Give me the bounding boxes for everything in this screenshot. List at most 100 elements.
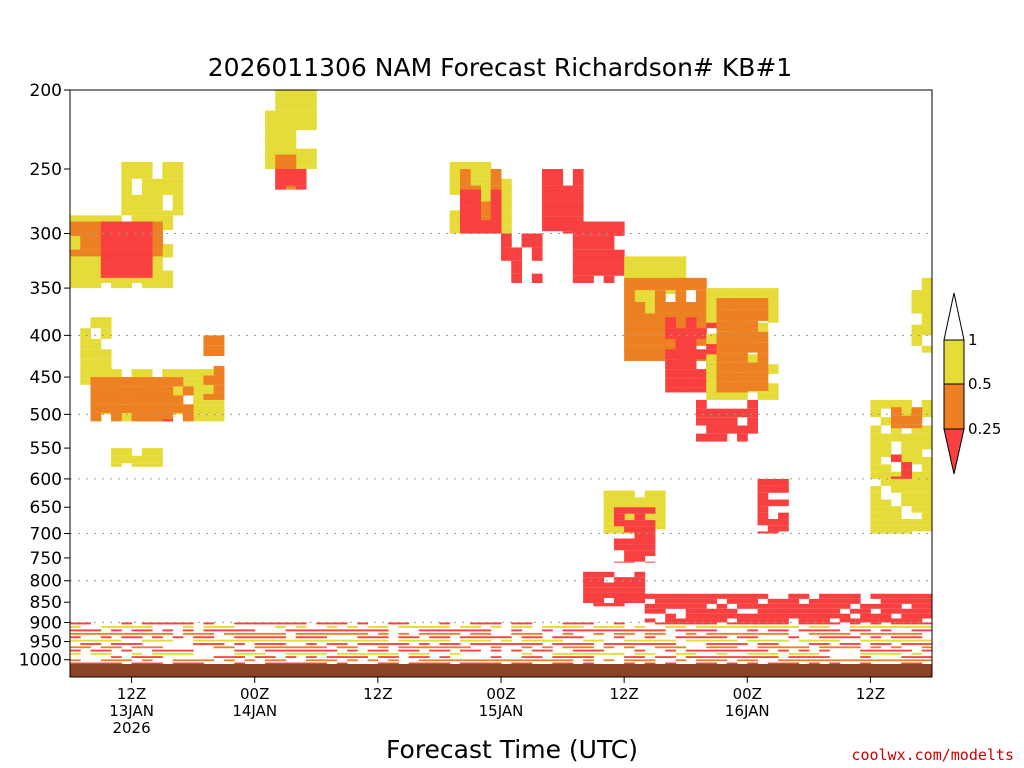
heatmap-cell [921, 608, 933, 614]
heatmap-cell [90, 249, 102, 257]
boundary-layer-cell [819, 625, 830, 628]
heatmap-cell [613, 490, 625, 498]
boundary-layer-cell [819, 643, 830, 645]
heatmap-cell [100, 395, 112, 405]
boundary-layer-cell [408, 656, 420, 658]
heatmap-cell [747, 362, 759, 373]
boundary-layer-cell [162, 639, 174, 642]
boundary-layer-cell [306, 639, 317, 642]
boundary-layer-cell [100, 652, 112, 655]
boundary-layer-cell [798, 659, 810, 662]
heatmap-cell [552, 168, 564, 186]
boundary-layer-cell [778, 649, 789, 652]
heatmap-cell [162, 178, 174, 195]
boundary-layer-cell [80, 632, 92, 635]
boundary-layer-cell [829, 659, 841, 662]
heatmap-cell [90, 377, 102, 387]
heatmap-cell [634, 587, 646, 593]
credit-text[interactable]: coolwx.com/modelts [851, 746, 1014, 764]
heatmap-cell [634, 269, 646, 282]
heatmap-cell [880, 499, 892, 507]
boundary-layer-cell [285, 649, 297, 652]
heatmap-cell [778, 613, 789, 619]
boundary-layer-cell [572, 625, 584, 628]
boundary-layer-cell [531, 643, 543, 645]
heatmap-cell [613, 262, 625, 276]
boundary-layer-cell [808, 639, 820, 642]
heatmap-cell [121, 283, 133, 289]
heatmap-cell [644, 313, 656, 325]
boundary-layer-cell [767, 656, 779, 658]
boundary-layer-cell [870, 632, 882, 635]
boundary-layer-cell [234, 636, 245, 639]
heatmap-cell [531, 233, 543, 248]
boundary-layer-cell [172, 622, 184, 625]
heatmap-cell [111, 448, 122, 456]
heatmap-cell [100, 404, 112, 413]
heatmap-cell [141, 221, 153, 236]
heatmap-cell [121, 414, 133, 422]
heatmap-cell [100, 349, 112, 360]
heatmap-cell [757, 331, 769, 343]
boundary-layer-cell [613, 632, 625, 635]
heatmap-cell [890, 618, 902, 623]
y-tick-label: 800 [30, 572, 62, 592]
heatmap-cell [162, 369, 174, 379]
boundary-layer-cell [408, 625, 420, 628]
heatmap-cell [644, 503, 656, 511]
heatmap-cell [295, 110, 307, 131]
boundary-layer-cell [911, 629, 923, 632]
boundary-layer-cell [521, 643, 533, 645]
boundary-layer-cell [234, 662, 245, 665]
boundary-layer-cell [562, 656, 574, 658]
heatmap-cell [80, 249, 92, 257]
heatmap-cell [911, 290, 923, 302]
heatmap-cell [213, 396, 225, 406]
boundary-layer-cell [860, 659, 871, 662]
boundary-layer-cell [839, 636, 851, 639]
heatmap-cell [583, 262, 594, 276]
heatmap-cell [121, 194, 133, 211]
heatmap-cell [706, 383, 717, 393]
heatmap-cell [121, 210, 133, 216]
boundary-layer-cell [172, 659, 184, 662]
heatmap-cell [901, 598, 912, 604]
heatmap-cell [100, 359, 112, 370]
heatmap-cell [798, 603, 810, 609]
heatmap-cell [880, 512, 892, 520]
heatmap-cell [778, 603, 789, 609]
heatmap-cell [829, 603, 841, 609]
boundary-layer-cell [562, 625, 574, 628]
heatmap-cell [634, 592, 646, 599]
boundary-layer-cell [470, 629, 481, 632]
heatmap-cell [849, 598, 861, 604]
boundary-layer-cell [798, 639, 810, 642]
boundary-layer-cell [665, 662, 676, 665]
heatmap-cell [141, 448, 153, 456]
boundary-layer-cell [901, 649, 912, 652]
heatmap-cell [603, 262, 615, 276]
heatmap-cell [880, 506, 892, 513]
heatmap-cell [583, 598, 594, 604]
heatmap-cell [459, 205, 471, 221]
boundary-layer-cell [470, 636, 481, 639]
boundary-layer-cell [223, 639, 235, 642]
legend: 10.50.25 [943, 292, 1001, 475]
heatmap-cell [890, 531, 902, 534]
heatmap-cell [501, 233, 512, 248]
boundary-layer-cell [880, 649, 892, 652]
heatmap-cell [203, 387, 215, 397]
boundary-layer-cell [203, 636, 215, 639]
heatmap-cell [921, 598, 933, 604]
heatmap-cell [880, 593, 892, 599]
boundary-layer-cell [459, 646, 471, 649]
heatmap-cell [634, 520, 646, 527]
boundary-layer-cell [870, 636, 882, 639]
boundary-layer-cell [131, 629, 143, 632]
boundary-layer-cell [141, 629, 153, 632]
heatmap-cell [706, 354, 717, 365]
boundary-layer-cell [849, 636, 861, 639]
heatmap-cell [644, 526, 656, 533]
heatmap-cell [624, 561, 635, 563]
heatmap-cell [706, 373, 717, 384]
